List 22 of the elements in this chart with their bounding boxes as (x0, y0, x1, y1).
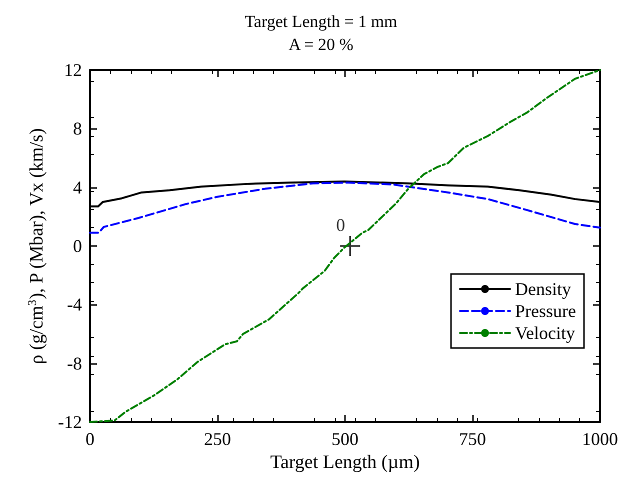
x-tick-label: 250 (204, 429, 231, 449)
x-tick-label: 750 (459, 429, 486, 449)
x-tick-label: 500 (332, 429, 358, 449)
y-tick-label: -8 (67, 353, 82, 374)
x-tick-label: 1000 (582, 429, 618, 449)
annotation: 0 (336, 215, 346, 235)
chart-title: Target Length = 1 mm (244, 12, 398, 31)
y-tick-label: 8 (73, 118, 82, 139)
legend-label: Density (515, 279, 572, 299)
x-tick-label: 0 (86, 429, 94, 449)
chart-subtitle: A = 20 % (288, 35, 354, 54)
legend-label: Pressure (515, 301, 576, 321)
y-tick-label: 12 (64, 60, 82, 80)
line-series (89, 69, 601, 423)
y-tick-label: 0 (73, 236, 82, 256)
y-tick-label: -12 (58, 412, 82, 432)
legend-label: Velocity (515, 323, 576, 343)
y-tick-label: 4 (73, 177, 82, 198)
y-tick-label: -4 (67, 294, 82, 315)
y-axis-title: ρ (g/cm3), P (Mbar), Vx (km/s) (25, 128, 48, 364)
line-series (89, 182, 601, 234)
x-axis-title: Target Length (µm) (270, 452, 420, 473)
